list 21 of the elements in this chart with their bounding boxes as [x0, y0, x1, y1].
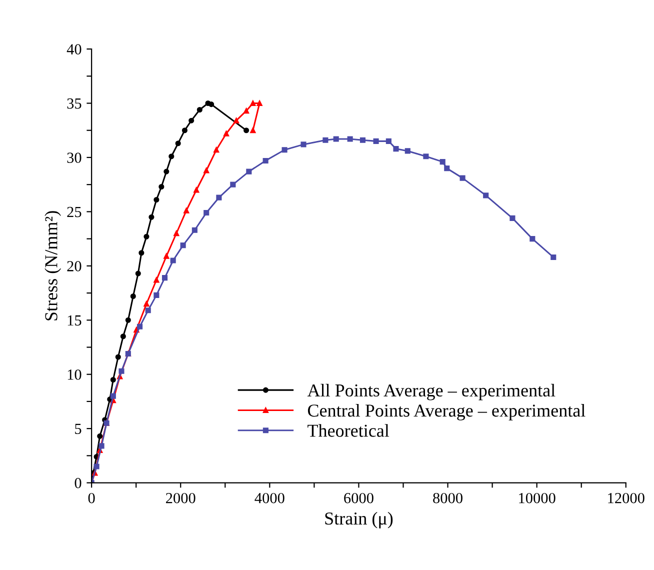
y-tick-label: 35: [67, 98, 82, 109]
x-axis-title: Strain (μ): [325, 512, 393, 528]
y-tick-label: 10: [68, 369, 82, 380]
y-axis-title: Stress (N/mm²): [44, 211, 62, 320]
y-tick-label: 15: [68, 315, 82, 326]
legend-label: Theoretical: [308, 424, 390, 437]
x-tick-label: 0: [88, 492, 95, 504]
y-tick-label: 25: [67, 206, 82, 218]
y-tick-label: 20: [67, 261, 82, 272]
x-tick-label: 6000: [344, 492, 374, 504]
x-tick-label: 12000: [608, 492, 644, 504]
legend-label: All Points Average – experimental: [307, 384, 556, 400]
y-tick-label: 0: [74, 478, 82, 488]
y-tick-label: 5: [75, 424, 82, 434]
x-tick-label: 2000: [166, 492, 196, 504]
x-tick-label: 4000: [254, 492, 284, 504]
x-tick-label: 8000: [433, 492, 462, 504]
x-tick-label: 10000: [519, 492, 556, 504]
y-tick-label: 30: [67, 152, 82, 163]
legend-label: Central Points Average – experimental: [308, 404, 586, 420]
y-tick-label: 40: [66, 44, 82, 54]
